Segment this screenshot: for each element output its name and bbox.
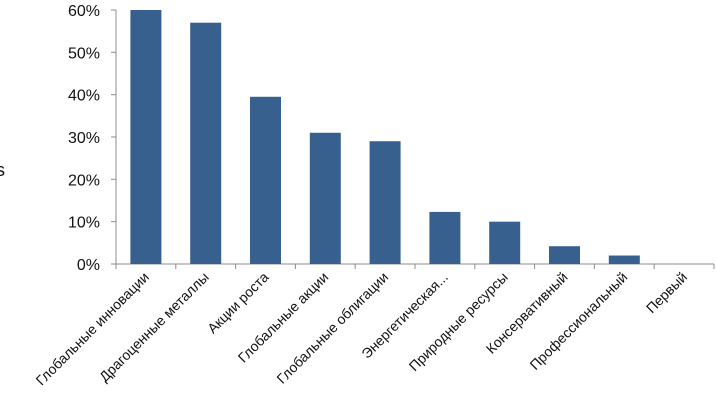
x-category-label: Природные ресурсы: [406, 269, 511, 374]
bar: [250, 96, 281, 265]
x-category-label: Первый: [643, 269, 690, 316]
y-tick-label: 20%: [68, 172, 100, 189]
x-category-label: Профессиональный: [526, 269, 630, 373]
bar-series: [130, 10, 640, 265]
x-category-label: Драгоценные металлы: [96, 269, 212, 385]
y-tick-label: 40%: [68, 88, 100, 105]
x-axis: [115, 263, 715, 269]
bar: [489, 221, 521, 264]
x-category-label: Глобальные инновации: [32, 269, 152, 389]
y-tick-label: 10%: [68, 215, 100, 232]
y-tick-label: 0%: [77, 257, 100, 274]
bar: [608, 255, 640, 264]
clipped-left-glyph: s: [0, 160, 5, 180]
bar: [309, 132, 341, 264]
bar: [130, 10, 162, 264]
y-tick-label: 50%: [68, 45, 100, 62]
y-axis: 0% 10% 20% 30% 40% 50% 60%: [68, 3, 117, 274]
bar: [190, 22, 222, 265]
y-tick-label: 60%: [68, 3, 100, 20]
x-category-label: Глобальные облигации: [273, 269, 391, 387]
y-tick-label: 30%: [68, 130, 100, 147]
bar: [549, 246, 580, 264]
bar: [369, 141, 401, 264]
bar: [429, 211, 461, 264]
